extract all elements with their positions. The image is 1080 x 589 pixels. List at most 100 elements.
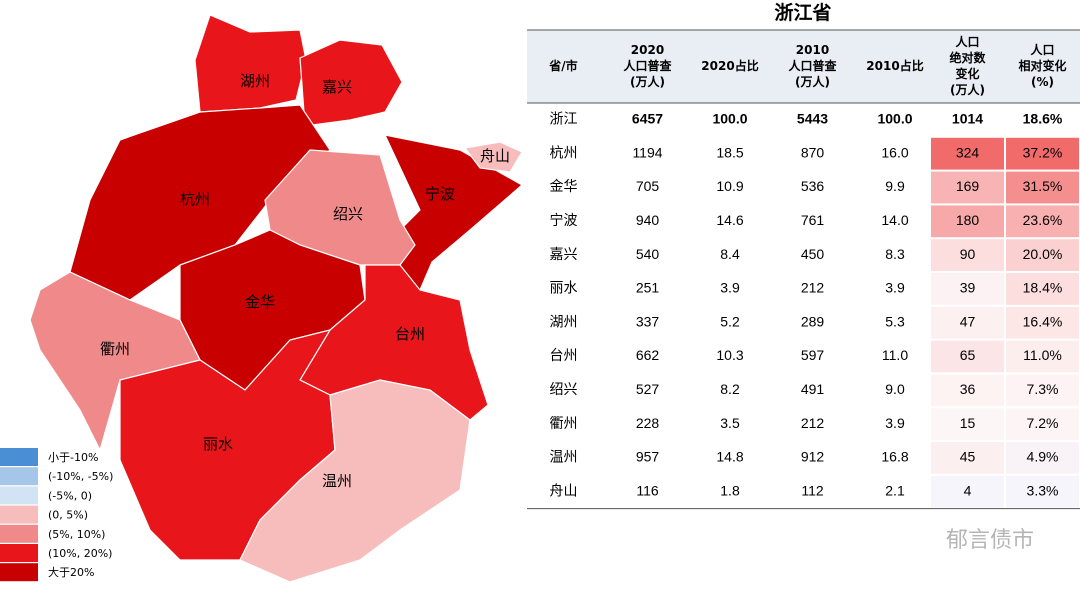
header-cell: 相对变化 bbox=[1018, 58, 1066, 73]
table-cell: 4 bbox=[964, 482, 972, 498]
heat-cell bbox=[931, 205, 1004, 238]
legend-label: 大于20% bbox=[48, 565, 94, 579]
table-cell: 540 bbox=[636, 246, 660, 262]
legend-swatch bbox=[0, 563, 38, 582]
table-cell: 180 bbox=[956, 212, 980, 228]
region bbox=[463, 141, 523, 173]
header-cell: 2020占比 bbox=[701, 58, 758, 73]
legend-swatch bbox=[0, 486, 38, 505]
heat-cell bbox=[931, 273, 1004, 305]
header-cell: 人口 bbox=[955, 34, 979, 49]
heat-cell bbox=[931, 475, 1004, 508]
table-cell: 3.9 bbox=[885, 280, 905, 296]
legend-swatch bbox=[0, 448, 38, 466]
table-cell: 100.0 bbox=[877, 111, 912, 127]
table-cell: 65 bbox=[960, 347, 976, 363]
header-cell: 绝对数 bbox=[949, 50, 986, 65]
heat-cell bbox=[1006, 239, 1079, 271]
heat-cell bbox=[1006, 408, 1079, 440]
heat-cell bbox=[931, 374, 1004, 407]
table-cell: 11.0% bbox=[1023, 347, 1062, 363]
legend-label: 小于-10% bbox=[48, 451, 98, 464]
table-cell: 湖州 bbox=[550, 313, 578, 329]
table-cell: 15 bbox=[960, 415, 976, 431]
region bbox=[69, 104, 331, 301]
city-label: 金华 bbox=[245, 293, 275, 311]
table-cell: 8.3 bbox=[885, 246, 905, 262]
table-cell: 5.2 bbox=[720, 313, 740, 329]
heat-cell bbox=[1006, 306, 1079, 339]
table-cell: 957 bbox=[636, 449, 660, 465]
table-cell: 45 bbox=[960, 449, 976, 465]
table-cell: 2.1 bbox=[885, 482, 905, 498]
table-cell: 温州 bbox=[550, 449, 578, 465]
table-cell: 761 bbox=[801, 212, 825, 228]
table-cell: 10.9 bbox=[716, 178, 743, 194]
region bbox=[194, 14, 307, 113]
table-cell: 金华 bbox=[550, 178, 578, 194]
legend-label: (-5%, 0) bbox=[48, 489, 92, 502]
table-cell: 18.5 bbox=[716, 144, 743, 160]
header-cell: 人口普查 bbox=[788, 58, 837, 73]
table-cell: 527 bbox=[636, 381, 660, 397]
header-cell: 2010占比 bbox=[866, 58, 923, 73]
table-cell: 杭州 bbox=[550, 144, 578, 160]
table-cell: 5443 bbox=[797, 111, 828, 127]
table-cell: 212 bbox=[801, 280, 825, 296]
table-cell: 1194 bbox=[632, 144, 662, 160]
table-cell: 舟山 bbox=[550, 482, 578, 498]
heat-cell bbox=[931, 340, 1004, 373]
table-cell: 3.5 bbox=[720, 415, 740, 431]
table-cell: 5.3 bbox=[885, 313, 905, 329]
table-cell: 705 bbox=[636, 178, 660, 194]
table-cell: 6457 bbox=[632, 111, 663, 127]
table: 浙江省 省/市2020人口普查(万人)2020占比2010人口普查(万人)201… bbox=[527, 1, 1080, 510]
heat-cell bbox=[931, 137, 1004, 170]
header-cell: 2020 bbox=[631, 43, 664, 57]
table-cell: 100.0 bbox=[712, 111, 747, 127]
city-label: 嘉兴 bbox=[322, 78, 352, 96]
heat-cell bbox=[1006, 374, 1079, 407]
region bbox=[239, 379, 471, 583]
heat-cell bbox=[1006, 475, 1079, 508]
table-cell: 3.9 bbox=[885, 415, 905, 431]
legend-swatch bbox=[0, 544, 38, 562]
heat-cell bbox=[931, 408, 1004, 440]
table-cell: 47 bbox=[960, 313, 976, 329]
heat-cell bbox=[1006, 340, 1079, 373]
legend-label: (10%, 20%) bbox=[48, 547, 112, 560]
table-cell: 169 bbox=[956, 178, 980, 194]
table-cell: 台州 bbox=[550, 347, 578, 363]
table-cell: 212 bbox=[801, 415, 825, 431]
city-label: 绍兴 bbox=[333, 205, 363, 223]
table-cell: 536 bbox=[801, 178, 825, 194]
table-cell: 11.0 bbox=[882, 347, 908, 363]
table-cell: 14.0 bbox=[881, 212, 908, 228]
heat-cell bbox=[931, 442, 1004, 474]
header-cell: 变化 bbox=[955, 66, 979, 81]
header-cell: (%) bbox=[1031, 75, 1054, 89]
city-label: 舟山 bbox=[480, 147, 510, 165]
table-cell: 衢州 bbox=[550, 415, 578, 431]
city-label: 衢州 bbox=[100, 340, 130, 358]
header-bg bbox=[527, 30, 1080, 103]
heat-cell bbox=[1006, 273, 1079, 305]
table-cell: 870 bbox=[801, 144, 825, 160]
heat-cell bbox=[1006, 442, 1079, 474]
table-cell: 绍兴 bbox=[550, 381, 578, 397]
heat-cell bbox=[931, 306, 1004, 339]
legend-label: (0, 5%) bbox=[48, 509, 88, 522]
heat-cell bbox=[931, 171, 1004, 204]
table-cell: 7.3% bbox=[1027, 381, 1059, 397]
legend-swatch bbox=[0, 505, 38, 524]
heat-cell bbox=[931, 239, 1004, 271]
table-cell: 39 bbox=[960, 280, 976, 296]
legend-swatch bbox=[0, 524, 38, 543]
header-cell: 省/市 bbox=[548, 58, 577, 73]
table-cell: 16.0 bbox=[881, 144, 908, 160]
table-cell: 8.2 bbox=[720, 381, 740, 397]
table-cell: 3.3% bbox=[1027, 482, 1059, 498]
table-cell: 324 bbox=[956, 144, 980, 160]
header-cell: 2010 bbox=[796, 43, 829, 57]
table-cell: 112 bbox=[801, 482, 824, 498]
